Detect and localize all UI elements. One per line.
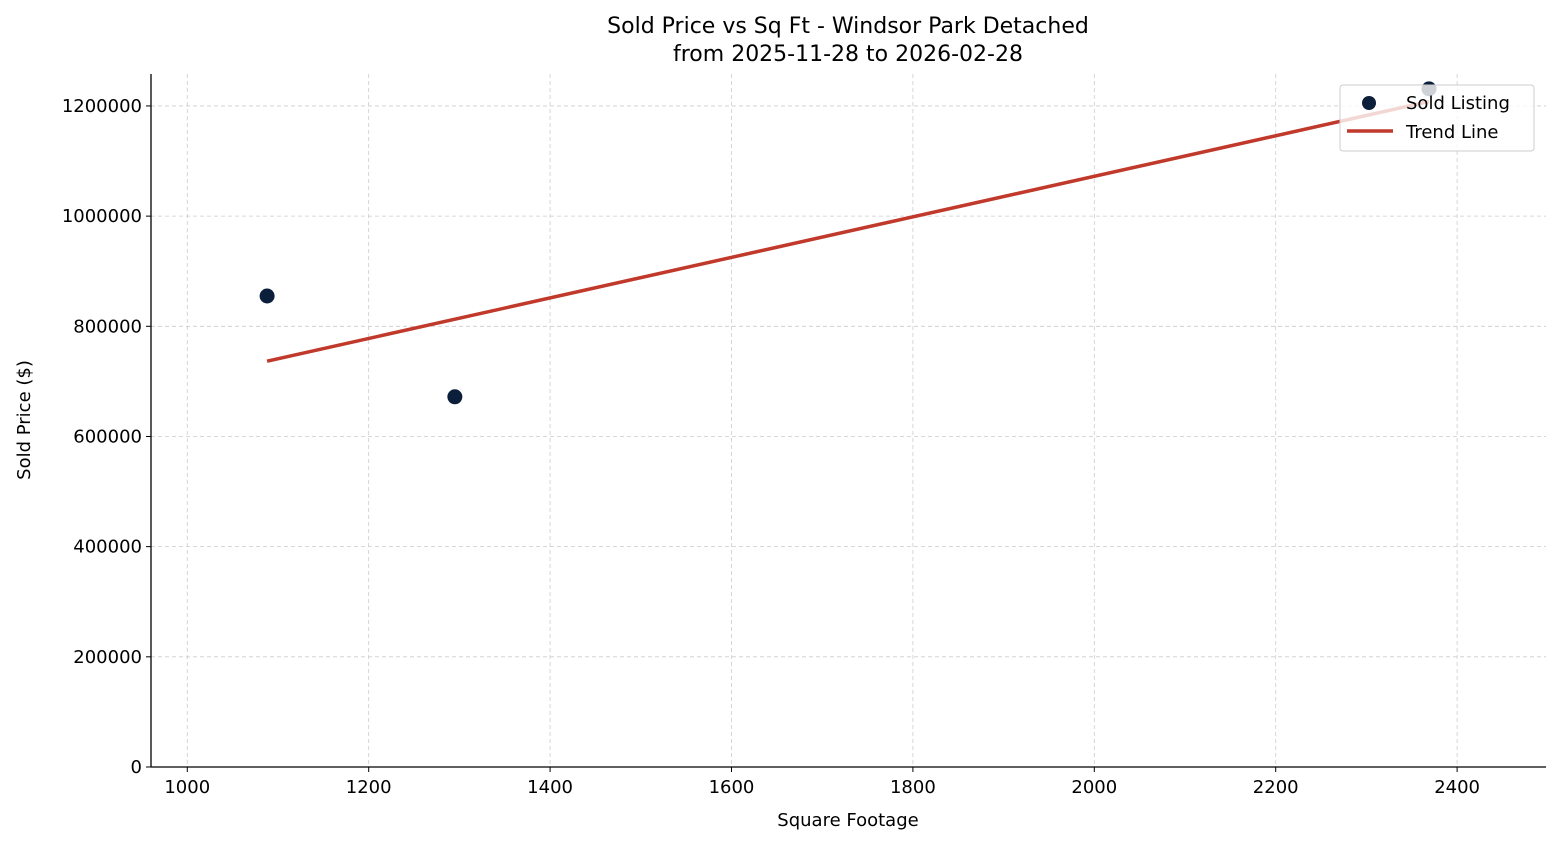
y-tick-label: 600000: [73, 426, 142, 447]
x-tick-label: 1200: [346, 777, 392, 798]
marks: [259, 81, 1437, 405]
legend-label-trend-line: Trend Line: [1405, 122, 1499, 143]
x-tick-label: 1000: [164, 777, 210, 798]
scatter-point: [447, 389, 463, 405]
x-tick-label: 1800: [890, 777, 936, 798]
ticks: 1000 1200 1400 1600 1800 2000 2200 2400 0 200000 4…: [62, 96, 1480, 798]
y-tick-label: 1000000: [62, 206, 142, 227]
legend-marker-sold-listing: [1362, 96, 1376, 110]
y-tick-label: 400000: [73, 537, 142, 558]
chart-title: Sold Price vs Sq Ft - Windsor Park Detac…: [607, 14, 1089, 39]
x-axis-label: Square Footage: [777, 810, 918, 831]
scatter-point: [259, 288, 275, 304]
x-tick-label: 2000: [1071, 777, 1117, 798]
x-tick-label: 2200: [1253, 777, 1299, 798]
y-axis-label: Sold Price ($): [14, 360, 35, 480]
y-tick-label: 200000: [73, 647, 142, 668]
grid: [151, 74, 1546, 768]
x-tick-label: 2400: [1434, 777, 1480, 798]
y-tick-label: 0: [131, 757, 142, 778]
legend-label-sold-listing: Sold Listing: [1406, 93, 1510, 114]
chart-subtitle: from 2025-11-28 to 2026-02-28: [673, 42, 1023, 67]
x-tick-label: 1400: [527, 777, 573, 798]
trend-line: [266, 99, 1430, 363]
x-tick-label: 1600: [709, 777, 755, 798]
legend: Sold Listing Trend Line: [1339, 84, 1535, 152]
y-tick-label: 800000: [73, 316, 142, 337]
legend-box: [1339, 84, 1535, 152]
y-tick-label: 1200000: [62, 96, 142, 117]
